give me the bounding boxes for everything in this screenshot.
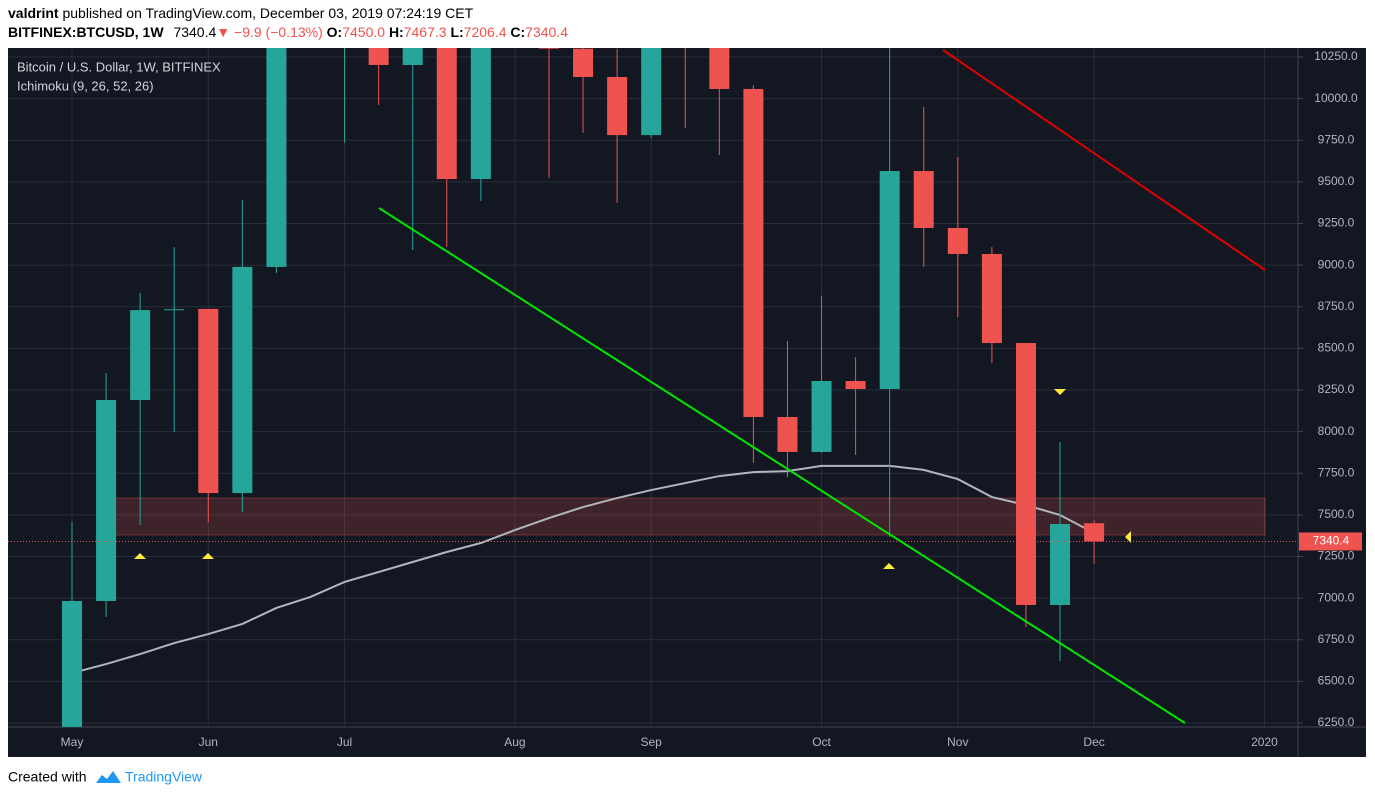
x-tick-label: Jun: [199, 735, 218, 749]
x-tick-label: Aug: [504, 735, 525, 749]
candle-body: [573, 48, 594, 77]
candle-body: [947, 227, 968, 254]
resistance-zone: [105, 497, 1266, 536]
y-tick-label: 6250.0: [1318, 715, 1355, 729]
y-tick-label: 8750.0: [1318, 299, 1355, 313]
candle-body: [607, 76, 628, 136]
candle-body: [811, 381, 832, 452]
candle-body: [879, 171, 900, 389]
y-tick-label: 9250.0: [1318, 216, 1355, 230]
candle-body: [777, 416, 798, 452]
y-tick-label: 8500.0: [1318, 341, 1355, 355]
signal-arrow: [883, 563, 895, 569]
ohlc-value: 7340.4: [525, 24, 568, 40]
candle-body: [709, 48, 730, 89]
candle-body: [845, 381, 866, 389]
candle-body: [266, 48, 287, 267]
indicator-line: [71, 464, 1095, 675]
legend-entry: Ichimoku (9, 26, 52, 26): [17, 78, 154, 93]
author: valdrint: [8, 5, 59, 21]
x-tick-label: Oct: [812, 735, 831, 749]
footer-text: Created with: [8, 769, 87, 785]
price-label-bg: [1299, 532, 1362, 551]
header-line: valdrint published on TradingView.com, D…: [8, 5, 474, 21]
y-tick-label: 7000.0: [1318, 590, 1355, 604]
candle-body: [981, 253, 1002, 344]
candle-body: [232, 266, 253, 494]
price-label: 7340.4: [1313, 534, 1350, 548]
logo: [96, 771, 121, 783]
candle-body: [1015, 343, 1036, 605]
candle-body: [538, 48, 559, 49]
chart-title: Bitcoin / U.S. Dollar, 1W, BITFINEX: [17, 59, 221, 74]
y-tick-label: 8000.0: [1318, 424, 1355, 438]
symbol: BITFINEX:BTCUSD, 1W: [8, 24, 164, 40]
y-tick-label: 9500.0: [1318, 174, 1355, 188]
y-tick-label: 9000.0: [1318, 257, 1355, 271]
footer-brand: TradingView: [125, 769, 203, 785]
signal-arrow: [134, 553, 146, 559]
arrow: ▼: [216, 24, 230, 40]
signal-arrow: [1054, 389, 1066, 395]
y-tick-label: 6750.0: [1318, 632, 1355, 646]
ohlc-label: C:: [510, 24, 525, 40]
y-tick-label: 9750.0: [1318, 132, 1355, 146]
symbol-line: BITFINEX:BTCUSD, 1W 7340.4▼ −9.9 (−0.13%…: [8, 24, 568, 40]
candle-body: [913, 171, 934, 228]
y-tick-label: 10000.0: [1314, 91, 1358, 105]
y-tick-label: 10250.0: [1314, 49, 1358, 63]
candle-body: [1050, 524, 1071, 605]
y-tick-label: 7750.0: [1318, 465, 1355, 479]
ohlc-value: 7206.4: [464, 24, 507, 40]
plot: [8, 32, 1298, 727]
candle-body: [164, 309, 185, 311]
candle-body: [402, 48, 423, 65]
drawings: [134, 49, 1266, 724]
candle-body: [62, 600, 82, 727]
candle-body: [368, 48, 389, 65]
candle-body: [470, 48, 491, 180]
y-tick-label: 6500.0: [1318, 674, 1355, 688]
candle-body: [198, 308, 219, 494]
ohlc-label: L:: [450, 24, 463, 40]
candle-body: [743, 88, 764, 417]
candle-body: [641, 48, 662, 136]
change: −9.9 (−0.13%): [234, 24, 323, 40]
candle-body: [436, 48, 457, 180]
signal-arrow: [202, 553, 214, 559]
ohlc-label: O:: [327, 24, 343, 40]
last: 7340.4: [173, 24, 216, 40]
x-tick-label: 2020: [1251, 735, 1278, 749]
x-tick-label: Nov: [947, 735, 968, 749]
ohlc-label: H:: [389, 24, 404, 40]
y-tick-label: 8250.0: [1318, 382, 1355, 396]
candle-body: [1084, 523, 1105, 542]
trend-line: [942, 49, 1266, 271]
trend-line: [378, 207, 1186, 724]
published: published on TradingView.com, December 0…: [62, 5, 473, 21]
signal-arrow: [1125, 531, 1131, 543]
ohlc-value: 7467.3: [404, 24, 447, 40]
ohlc-value: 7450.0: [342, 24, 385, 40]
x-tick-label: May: [61, 735, 84, 749]
y-tick-label: 7250.0: [1318, 549, 1355, 563]
y-tick-label: 7500.0: [1318, 507, 1355, 521]
x-tick-label: Sep: [641, 735, 663, 749]
candle-body: [130, 310, 151, 400]
x-tick-label: Jul: [337, 735, 352, 749]
x-tick-label: Dec: [1083, 735, 1104, 749]
candle-body: [675, 32, 695, 44]
candle-body: [96, 399, 117, 601]
